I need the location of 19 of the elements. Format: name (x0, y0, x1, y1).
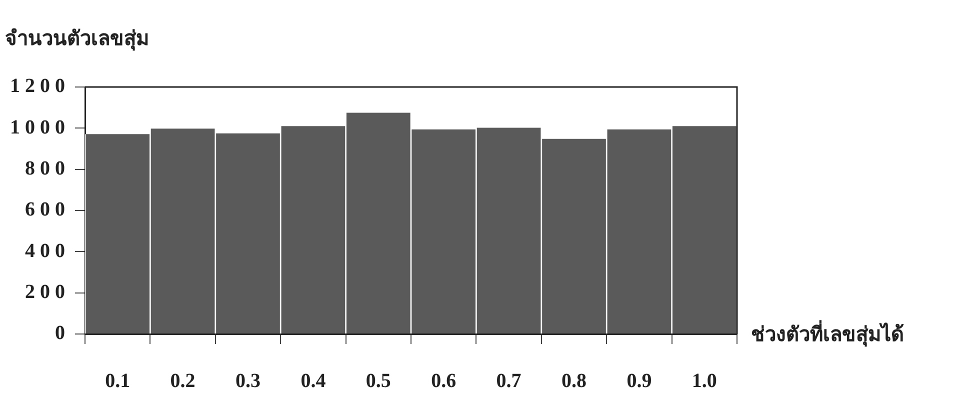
y-tick-label: 2 0 0 (25, 281, 65, 304)
x-tick-label: 0.3 (236, 370, 260, 392)
y-tick-label: 1 2 0 0 (10, 75, 65, 98)
x-tick-label: 0.5 (366, 370, 391, 392)
y-tick-label: 6 0 0 (25, 198, 65, 221)
x-tick-label: 0.2 (170, 370, 196, 392)
y-axis-title: จำนวนตัวเลขสุ่ม (5, 26, 149, 52)
x-tick-label: 0.7 (496, 370, 522, 392)
x-axis-title: ช่วงตัวที่เลขสุ่มได้ (751, 319, 904, 348)
x-tick-label: 0.6 (431, 370, 456, 392)
y-tick-label: 1 0 0 0 (10, 116, 65, 138)
y-tick-label: 0 (55, 322, 65, 344)
x-tick-label: 0.4 (300, 370, 326, 392)
y-tick-label: 8 0 0 (25, 158, 65, 180)
x-tick-label: 0.9 (626, 370, 652, 392)
y-tick-label: 4 0 0 (25, 240, 65, 262)
x-tick-label: 1.0 (692, 370, 717, 392)
x-tick-label: 0.1 (105, 370, 130, 392)
x-tick-label: 0.8 (562, 370, 586, 392)
